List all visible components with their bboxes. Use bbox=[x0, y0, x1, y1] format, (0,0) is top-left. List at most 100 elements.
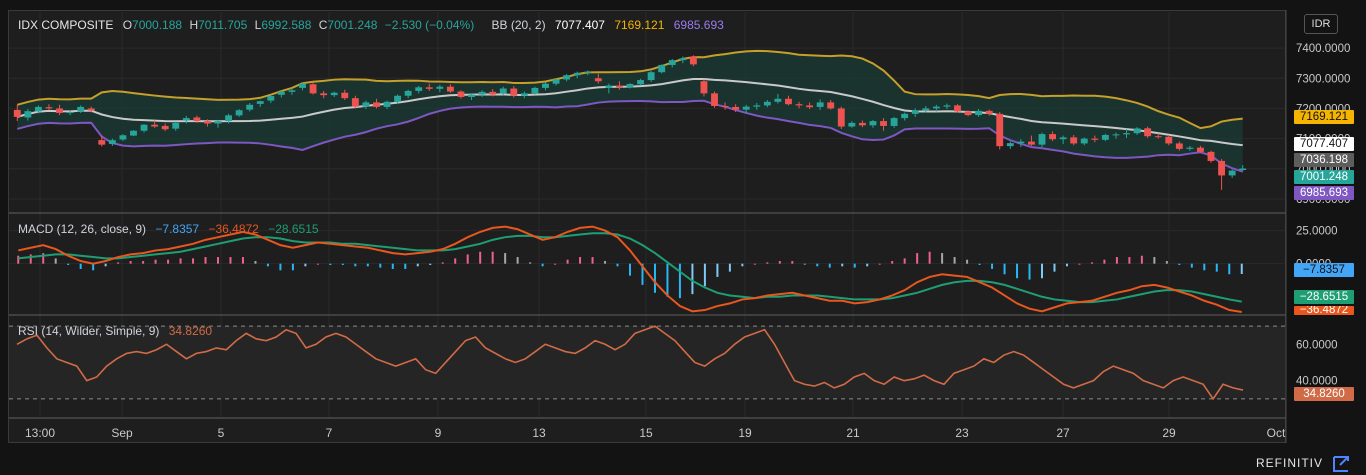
macd-histogram-bar bbox=[878, 263, 881, 265]
rsi-legend-label[interactable]: RSI (14, Wilder, Simple, 9) bbox=[18, 324, 160, 338]
candle-body bbox=[225, 115, 232, 122]
brand-logo-icon[interactable] bbox=[1332, 455, 1352, 473]
candle-body bbox=[468, 94, 475, 97]
candle-body bbox=[932, 106, 940, 109]
change-value: −2.530 (−0.04%) bbox=[384, 18, 475, 32]
macd-histogram-bar bbox=[753, 263, 756, 265]
candle-body bbox=[542, 83, 549, 88]
macd-histogram-bar bbox=[504, 253, 507, 264]
macd-histogram-bar bbox=[479, 251, 482, 264]
macd-histogram-bar bbox=[366, 263, 369, 267]
candle-body bbox=[827, 102, 835, 109]
candle-body bbox=[98, 140, 106, 145]
macd-histogram-bar bbox=[391, 263, 394, 269]
candle-body bbox=[1165, 136, 1173, 144]
macd-histogram-bar bbox=[1153, 257, 1156, 264]
macd-histogram-bar bbox=[604, 261, 607, 264]
macd-histogram-bar bbox=[1065, 263, 1068, 267]
macd-histogram-bar bbox=[1203, 263, 1206, 271]
macd-line-pill: −36.4872 bbox=[1294, 306, 1354, 315]
candle-body bbox=[404, 90, 412, 96]
macd-histogram-bar bbox=[616, 263, 619, 267]
candle-body bbox=[531, 87, 539, 94]
candle-body bbox=[373, 102, 380, 107]
candle-body bbox=[415, 87, 423, 91]
macd-hist-pill: −7.8357 bbox=[1294, 263, 1354, 277]
candle-body bbox=[753, 105, 761, 107]
macd-histogram-bar bbox=[1190, 263, 1193, 268]
candle-body bbox=[721, 106, 729, 108]
macd-histogram-bar bbox=[653, 263, 656, 293]
macd-histogram-bar bbox=[354, 263, 357, 267]
candle-body bbox=[880, 121, 887, 126]
candle-body bbox=[679, 58, 687, 61]
macd-histogram-bar bbox=[891, 261, 894, 264]
macd-histogram-bar bbox=[941, 253, 944, 264]
candle-body bbox=[299, 83, 306, 88]
candle-body bbox=[34, 106, 42, 112]
x-tick-label: 21 bbox=[846, 426, 860, 440]
candle-body bbox=[626, 83, 634, 88]
macd-histogram-bar bbox=[1078, 263, 1081, 265]
macd-line-value: −36.4872 bbox=[208, 222, 259, 236]
macd-histogram-bar bbox=[279, 263, 282, 271]
bb-middle-value: 7077.407 bbox=[554, 18, 605, 32]
close-price-pill: 7001.248 bbox=[1294, 170, 1354, 184]
x-tick-label: 19 bbox=[738, 426, 752, 440]
bb-legend-label[interactable]: BB (20, 2) bbox=[491, 18, 546, 32]
candle-body bbox=[499, 88, 507, 94]
macd-histogram-bar bbox=[129, 261, 132, 264]
candle-body bbox=[858, 122, 866, 126]
macd-histogram-bar bbox=[104, 263, 107, 267]
x-tick-label: 13:00 bbox=[25, 426, 55, 440]
macd-histogram-bar bbox=[1103, 259, 1106, 264]
macd-legend-label[interactable]: MACD (12, 26, close, 9) bbox=[18, 222, 147, 236]
candle-body bbox=[658, 64, 666, 73]
close-label: C bbox=[318, 18, 328, 32]
macd-histogram-bar bbox=[429, 263, 432, 265]
macd-histogram-bar bbox=[142, 261, 145, 264]
macd-legend: MACD (12, 26, close, 9) −7.8357 −36.4872… bbox=[18, 222, 319, 236]
symbol-name[interactable]: IDX COMPOSITE bbox=[18, 18, 114, 32]
candle-body bbox=[140, 124, 148, 131]
macd-histogram-bar bbox=[29, 254, 32, 264]
macd-histogram-bar bbox=[678, 263, 681, 299]
macd-histogram-bar bbox=[1028, 263, 1031, 280]
brand-name[interactable]: REFINITIV bbox=[1256, 456, 1324, 470]
macd-histogram-bar bbox=[541, 263, 544, 267]
macd-histogram-bar bbox=[554, 263, 557, 265]
macd-histogram-bar bbox=[1215, 263, 1218, 272]
candle-body bbox=[436, 86, 444, 89]
currency-badge[interactable]: IDR bbox=[1304, 14, 1338, 34]
candle-body bbox=[1006, 143, 1014, 147]
candle-body bbox=[552, 79, 560, 84]
candle-body bbox=[246, 104, 254, 110]
candle-body bbox=[309, 84, 317, 94]
candle-body bbox=[1038, 134, 1046, 145]
macd-histogram-bar bbox=[828, 263, 831, 268]
candle-body bbox=[330, 92, 338, 96]
candle-body bbox=[267, 96, 275, 101]
macd-histogram-bar bbox=[441, 262, 444, 264]
macd-histogram-bar bbox=[1115, 257, 1118, 264]
bb-lower-value: 6985.693 bbox=[673, 18, 724, 32]
macd-histogram-bar bbox=[117, 262, 120, 264]
candle-body bbox=[922, 108, 930, 111]
macd-histogram-bar bbox=[516, 257, 519, 264]
candle-body bbox=[943, 105, 951, 107]
candle-body bbox=[806, 105, 814, 108]
candle-body bbox=[320, 93, 328, 96]
candle-body bbox=[1154, 136, 1162, 138]
candle-body bbox=[13, 109, 21, 117]
price-scale[interactable]: 7169.121 7077.407 7036.198 7001.248 6985… bbox=[1286, 0, 1366, 443]
macd-histogram-bar bbox=[454, 258, 457, 264]
close-value: 7001.248 bbox=[327, 18, 378, 32]
macd-histogram-bar bbox=[966, 259, 969, 264]
bb-band-fill bbox=[17, 50, 1243, 172]
candle-body bbox=[341, 92, 349, 99]
low-label: L bbox=[254, 18, 262, 32]
macd-histogram-bar bbox=[579, 257, 582, 264]
macd-histogram-bar bbox=[566, 259, 569, 264]
macd-histogram-bar bbox=[816, 263, 819, 267]
